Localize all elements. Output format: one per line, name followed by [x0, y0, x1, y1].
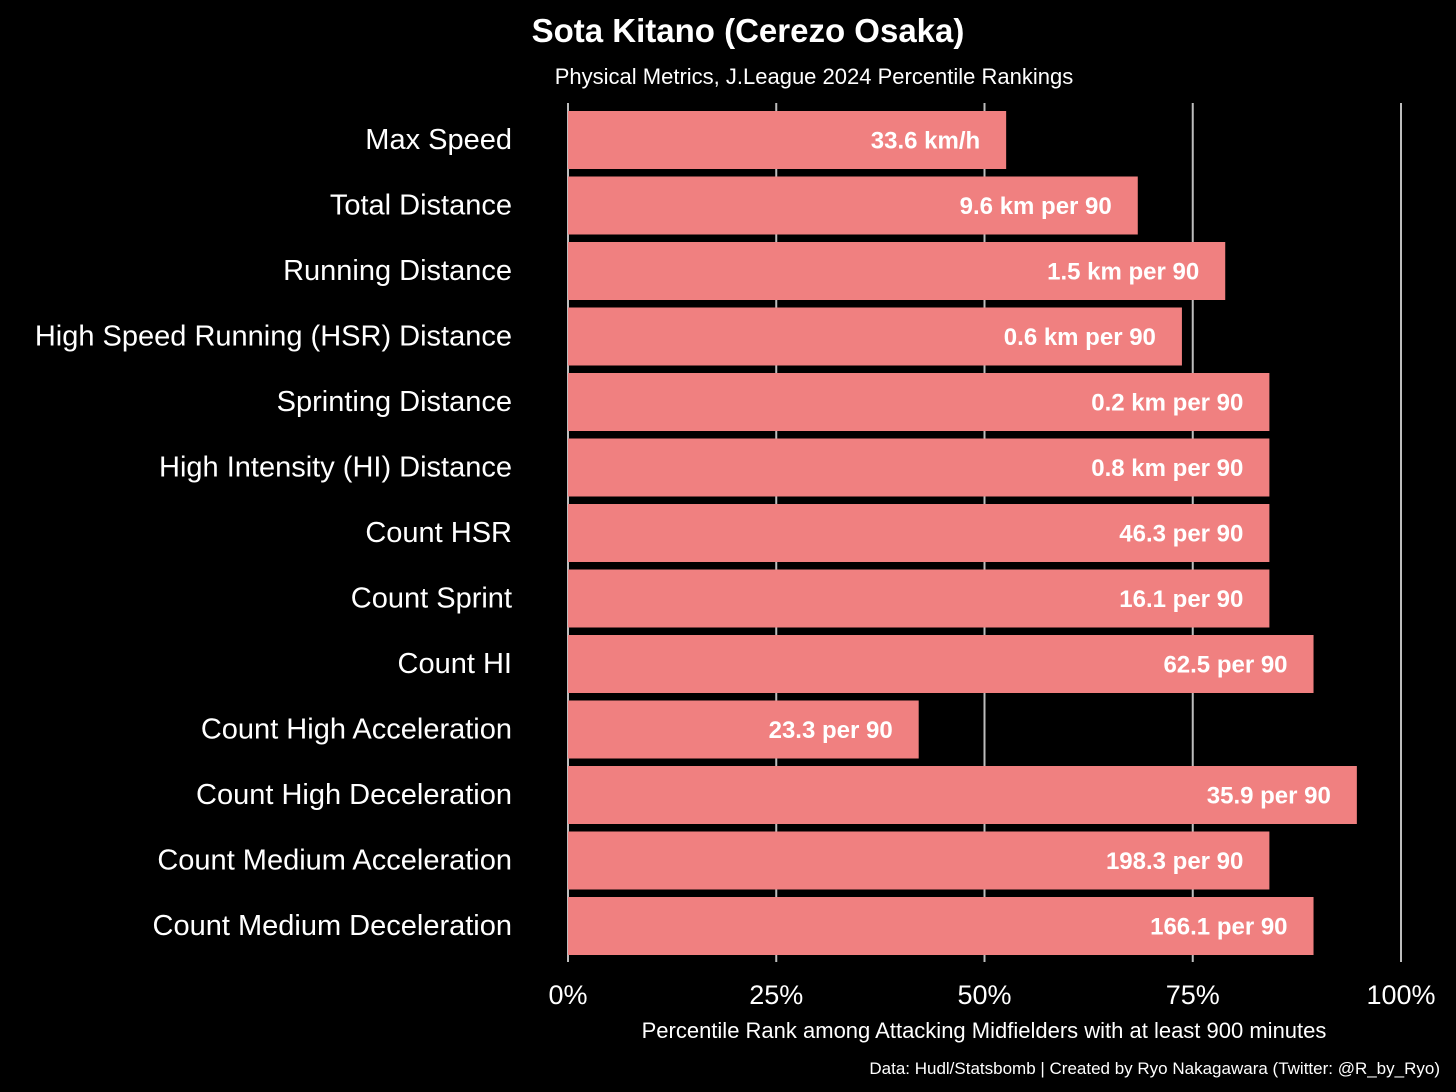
bar-3 — [568, 307, 1182, 366]
bar-value-label-6: 46.3 per 90 — [1119, 521, 1243, 548]
x-tick-label-100: 100% — [1366, 980, 1435, 1010]
bar-4 — [568, 373, 1270, 431]
bar-7 — [568, 569, 1270, 628]
x-tick-label-0: 0% — [548, 980, 587, 1010]
chart-title: Sota Kitano (Cerezo Osaka) — [532, 12, 965, 49]
bar-6 — [568, 504, 1270, 562]
bar-9 — [568, 700, 919, 759]
category-label-8: Count HI — [398, 648, 512, 680]
x-tick-label-75: 75% — [1166, 980, 1220, 1010]
bar-value-label-3: 0.6 km per 90 — [1004, 324, 1156, 351]
x-axis-label: Percentile Rank among Attacking Midfield… — [642, 1018, 1327, 1043]
x-axis-ticks: 0% 25% 50% 75% 100% — [548, 980, 1435, 1010]
bar-value-label-10: 35.9 per 90 — [1207, 783, 1331, 810]
category-label-9: Count High Acceleration — [201, 714, 512, 746]
category-label-3: High Speed Running (HSR) Distance — [35, 321, 512, 353]
bar-value-label-1: 9.6 km per 90 — [960, 193, 1112, 220]
category-label-10: Count High Deceleration — [196, 779, 512, 811]
bar-value-label-7: 16.1 per 90 — [1119, 586, 1243, 613]
bar-value-label-5: 0.8 km per 90 — [1091, 455, 1243, 482]
category-label-4: Sprinting Distance — [277, 386, 512, 418]
bar-value-label-8: 62.5 per 90 — [1163, 652, 1287, 679]
category-label-5: High Intensity (HI) Distance — [159, 452, 512, 484]
x-tick-label-25: 25% — [749, 980, 803, 1010]
bars — [568, 111, 1357, 955]
chart-subtitle: Physical Metrics, J.League 2024 Percenti… — [555, 64, 1074, 89]
bar-value-label-9: 23.3 per 90 — [769, 717, 893, 744]
bar-value-label-12: 166.1 per 90 — [1150, 914, 1287, 941]
category-label-11: Count Medium Acceleration — [157, 845, 512, 877]
bar-value-labels: 33.6 km/h 9.6 km per 90 1.5 km per 90 0.6 k… — [769, 128, 1331, 941]
bar-value-label-2: 1.5 km per 90 — [1047, 259, 1199, 286]
bar-value-label-11: 198.3 per 90 — [1106, 848, 1243, 875]
bar-5 — [568, 438, 1270, 497]
category-labels: Max Speed Total Distance Running Distance H… — [35, 124, 512, 942]
bar-12 — [568, 897, 1314, 955]
bar-value-label-4: 0.2 km per 90 — [1091, 390, 1243, 417]
bar-1 — [568, 176, 1138, 235]
chart-caption: Data: Hudl/Statsbomb | Created by Ryo Na… — [869, 1059, 1440, 1078]
bar-11 — [568, 831, 1270, 890]
category-label-2: Running Distance — [283, 255, 512, 287]
category-label-0: Max Speed — [365, 124, 512, 156]
x-tick-label-50: 50% — [957, 980, 1011, 1010]
category-label-1: Total Distance — [330, 190, 512, 222]
bar-value-label-0: 33.6 km/h — [871, 128, 980, 155]
bar-0 — [568, 111, 1007, 169]
category-label-6: Count HSR — [365, 517, 512, 549]
bar-8 — [568, 635, 1314, 693]
bar-10 — [568, 766, 1357, 824]
category-label-7: Count Sprint — [351, 583, 512, 615]
bar-2 — [568, 242, 1226, 300]
category-label-12: Count Medium Deceleration — [153, 910, 512, 942]
